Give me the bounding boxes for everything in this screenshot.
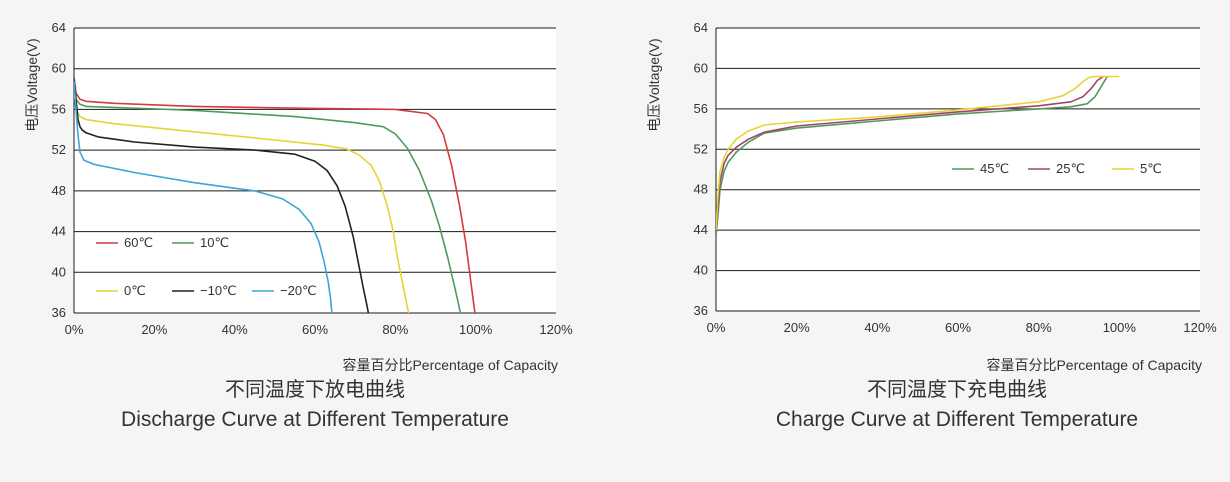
series-line bbox=[74, 78, 370, 314]
x-tick-label: 100% bbox=[459, 322, 493, 337]
discharge-chart: 64 60 56 52 48 44 40 36 0% 20% 40% 60% 80% 100% 120% 电压… bbox=[24, 20, 573, 431]
charge-chart: 64 60 56 52 48 44 40 36 0% 20% 40% 60% 80% 100% 120% 电压… bbox=[646, 20, 1217, 431]
x-tick-label: 120% bbox=[539, 322, 573, 337]
legend-label: 10℃ bbox=[200, 235, 229, 250]
series-line bbox=[74, 76, 476, 314]
y-tick-label: 40 bbox=[52, 264, 66, 279]
legend-label: 0℃ bbox=[124, 283, 146, 298]
y-tick-label: 60 bbox=[52, 61, 66, 76]
y-tick-label: 56 bbox=[52, 101, 66, 116]
y-tick-label: 48 bbox=[694, 182, 708, 197]
y-tick-label: 48 bbox=[52, 183, 66, 198]
y-axis-label: 电压Voltage(V) bbox=[24, 38, 40, 131]
chart-title-cn: 不同温度下充电曲线 bbox=[867, 378, 1047, 401]
chart-title-cn: 不同温度下放电曲线 bbox=[225, 378, 405, 401]
y-tick-label: 64 bbox=[694, 20, 708, 35]
x-tick-label: 80% bbox=[1026, 320, 1052, 335]
y-axis-label: 电压Voltage(V) bbox=[646, 38, 662, 131]
y-tick-label: 64 bbox=[52, 20, 66, 35]
plot-area bbox=[74, 28, 556, 313]
x-tick-label: 40% bbox=[222, 322, 248, 337]
chart-title-en: Charge Curve at Different Temperature bbox=[776, 408, 1138, 431]
x-tick-label: 0% bbox=[65, 322, 84, 337]
x-axis-label: 容量百分比Percentage of Capacity bbox=[342, 357, 558, 373]
series-line bbox=[74, 80, 333, 314]
y-tick-label: 40 bbox=[694, 263, 708, 278]
legend-label: −10℃ bbox=[200, 283, 237, 298]
series-line bbox=[716, 75, 1120, 231]
y-tick-label: 44 bbox=[52, 224, 66, 239]
y-tick-label: 52 bbox=[694, 141, 708, 156]
x-tick-label: 80% bbox=[382, 322, 408, 337]
y-tick-label: 56 bbox=[694, 101, 708, 116]
y-tick-label: 44 bbox=[694, 222, 708, 237]
x-tick-label: 60% bbox=[945, 320, 971, 335]
legend-label: −20℃ bbox=[280, 283, 317, 298]
x-tick-label: 120% bbox=[1183, 320, 1217, 335]
x-tick-label: 100% bbox=[1103, 320, 1137, 335]
legend-label: 60℃ bbox=[124, 235, 153, 250]
series-line bbox=[74, 83, 462, 314]
series-line bbox=[716, 75, 1104, 233]
legend-label: 5℃ bbox=[1140, 161, 1162, 176]
x-tick-label: 20% bbox=[784, 320, 810, 335]
series-line bbox=[74, 89, 410, 314]
x-tick-label: 0% bbox=[707, 320, 726, 335]
legend-label: 25℃ bbox=[1056, 161, 1085, 176]
x-axis-label: 容量百分比Percentage of Capacity bbox=[986, 357, 1202, 373]
x-tick-label: 20% bbox=[141, 322, 167, 337]
legend-label: 45℃ bbox=[980, 161, 1009, 176]
y-tick-label: 60 bbox=[694, 60, 708, 75]
x-tick-label: 60% bbox=[302, 322, 328, 337]
y-tick-label: 52 bbox=[52, 142, 66, 157]
series-line bbox=[716, 76, 1108, 236]
y-tick-label: 36 bbox=[52, 305, 66, 320]
y-tick-label: 36 bbox=[694, 303, 708, 318]
x-tick-label: 40% bbox=[864, 320, 890, 335]
chart-title-en: Discharge Curve at Different Temperature bbox=[121, 408, 509, 431]
